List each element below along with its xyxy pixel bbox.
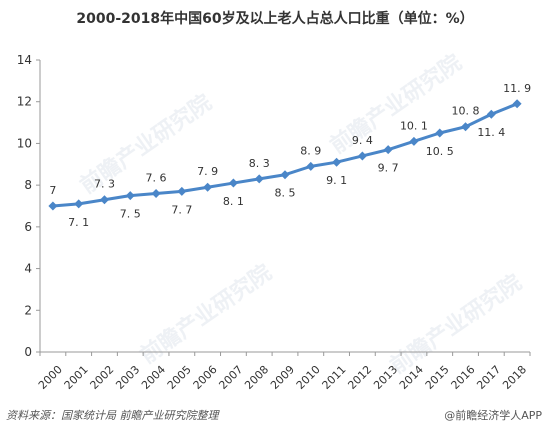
data-label: 9. 7 (378, 162, 399, 175)
data-label: 9. 1 (326, 174, 347, 187)
y-tick-label: 4 (24, 262, 32, 276)
x-tick-label: 2008 (242, 363, 271, 392)
data-point (203, 182, 213, 192)
y-tick-label: 8 (24, 178, 32, 192)
x-tick-label: 2016 (449, 363, 478, 392)
x-tick-label: 2002 (88, 363, 117, 392)
data-point (306, 161, 316, 171)
x-tick-label: 2003 (113, 363, 142, 392)
data-point (357, 151, 367, 161)
y-tick-label: 12 (17, 95, 32, 109)
data-point (383, 145, 393, 155)
x-tick-label: 2017 (474, 363, 503, 392)
watermark-text: 前瞻产业研究院 (385, 269, 526, 379)
x-tick-label: 2000 (36, 363, 65, 392)
data-label: 8. 5 (275, 187, 296, 200)
data-label: 10. 5 (426, 145, 454, 158)
data-label: 8. 3 (249, 157, 270, 170)
data-point (99, 195, 109, 205)
x-tick-label: 2007 (216, 363, 245, 392)
data-label: 10. 1 (400, 119, 428, 132)
y-tick-label: 6 (24, 220, 32, 234)
data-point (74, 199, 84, 209)
data-point (332, 157, 342, 167)
x-tick-label: 2009 (268, 363, 297, 392)
y-tick-label: 10 (17, 136, 32, 150)
x-tick-label: 2005 (165, 363, 194, 392)
data-label: 7. 7 (171, 203, 192, 216)
y-tick-label: 14 (17, 53, 32, 67)
data-label: 8. 9 (300, 144, 321, 157)
x-tick-label: 2012 (345, 363, 374, 392)
data-point (280, 170, 290, 180)
y-tick-label: 2 (24, 303, 32, 317)
x-tick-label: 2015 (423, 363, 452, 392)
brand-credit: @前瞻经济学人APP (444, 409, 542, 422)
x-tick-label: 2018 (500, 363, 529, 392)
y-tick-label: 0 (24, 345, 32, 359)
data-label: 7 (49, 184, 56, 197)
data-label: 11. 9 (503, 82, 531, 95)
x-tick-label: 2011 (320, 363, 349, 392)
data-point (125, 191, 135, 201)
data-label: 8. 1 (223, 195, 244, 208)
data-label: 7. 1 (68, 216, 89, 229)
series-layer: 7 7. 1 7. 3 7. 5 7. 6 7. 7 7. 9 8. 1 8. 3 8. 5 8. … (48, 82, 531, 229)
data-point (177, 186, 187, 196)
data-point (435, 128, 445, 138)
watermark-text: 前瞻产业研究院 (325, 49, 466, 159)
data-label: 7. 3 (94, 178, 115, 191)
data-label: 11. 4 (477, 126, 505, 139)
data-point (254, 174, 264, 184)
x-tick-label: 2010 (294, 363, 323, 392)
data-point (461, 122, 471, 132)
data-label: 9. 4 (352, 134, 373, 147)
x-tick-label: 2004 (139, 363, 168, 392)
x-tick-label: 2006 (191, 363, 220, 392)
data-point (151, 188, 161, 198)
data-label: 7. 9 (197, 165, 218, 178)
data-label: 7. 5 (120, 208, 141, 221)
data-label: 7. 6 (146, 171, 167, 184)
watermark-text: 前瞻产业研究院 (135, 259, 276, 369)
data-point (512, 99, 522, 109)
source-note: 资料来源：国家统计局 前瞻产业研究院整理 (6, 409, 219, 422)
data-label: 10. 8 (452, 105, 480, 118)
data-point (409, 136, 419, 146)
chart-title: 2000-2018年中国60岁及以上老人占总人口比重（单位：%） (76, 11, 474, 27)
data-point (486, 109, 496, 119)
x-tick-label: 2001 (62, 363, 91, 392)
data-point (228, 178, 238, 188)
data-point (48, 201, 58, 211)
